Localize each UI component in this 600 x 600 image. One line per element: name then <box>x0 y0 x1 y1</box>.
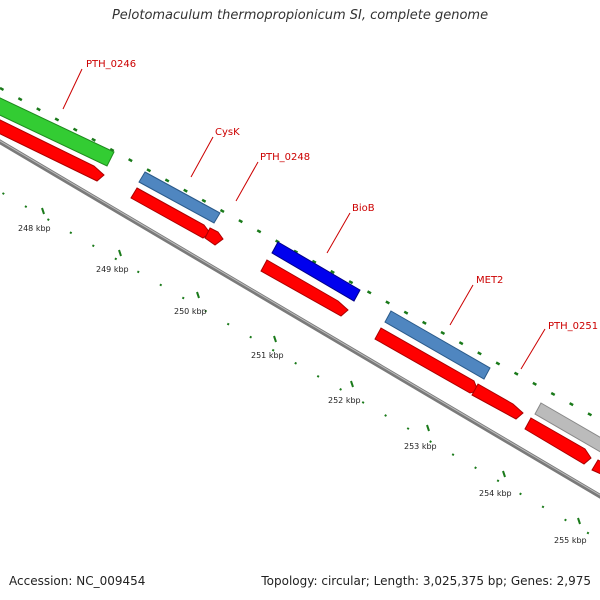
gene-red-pth-0248[interactable] <box>204 227 224 246</box>
gene-label-biob[interactable]: BioB <box>352 203 375 214</box>
leader-pth-0251 <box>520 328 546 370</box>
outer-tick-ring <box>0 86 600 422</box>
kbp-label: 255 kbp <box>554 536 587 545</box>
kbp-tick <box>273 335 277 343</box>
backbone-line <box>0 139 600 499</box>
gene-label-pth-0251[interactable]: PTH_0251 <box>548 321 598 332</box>
kbp-label: 251 kbp <box>251 351 284 360</box>
gene-red-edge[interactable] <box>591 459 600 478</box>
kbp-tick <box>196 291 200 299</box>
gene-label-met2[interactable]: MET2 <box>476 275 503 286</box>
kbp-tick <box>426 424 430 432</box>
scale-dots <box>0 190 600 541</box>
outer-dots <box>0 86 600 422</box>
gene-steelblue-met2[interactable] <box>384 310 491 380</box>
genome-summary-text: Topology: circular; Length: 3,025,375 bp… <box>261 574 591 588</box>
backbone-highlight <box>0 140 600 496</box>
gene-red-pth-0246[interactable] <box>0 117 105 182</box>
kbp-label: 248 kbp <box>18 224 51 233</box>
kbp-tick <box>350 380 354 388</box>
kbp-tick <box>577 517 581 525</box>
leader-pth-0246 <box>62 68 83 110</box>
kbp-tick <box>118 249 122 257</box>
kbp-tick <box>502 470 506 478</box>
label-leaders <box>62 68 546 370</box>
gene-gray[interactable] <box>534 402 600 454</box>
accession-text: Accession: NC_009454 <box>9 574 146 588</box>
gene-steelblue-cysk[interactable] <box>138 171 221 224</box>
kbp-tick-marks <box>41 207 581 525</box>
gene-green-pth-0246[interactable] <box>0 96 115 167</box>
kbp-label: 250 kbp <box>174 307 207 316</box>
gene-blue-biob[interactable] <box>271 241 361 302</box>
scale-ring: 248 kbp 249 kbp 250 kbp 251 kbp 252 kbp … <box>0 190 600 545</box>
leader-pth-0248 <box>235 161 259 202</box>
gene-red-next[interactable] <box>524 417 592 465</box>
gene-labels: PTH_0246 CysK PTH_0248 BioB MET2 PTH_025… <box>86 59 598 332</box>
kbp-label: 254 kbp <box>479 489 512 498</box>
kbp-label: 252 kbp <box>328 396 361 405</box>
gene-label-pth-0248[interactable]: PTH_0248 <box>260 152 310 163</box>
gene-label-pth-0246[interactable]: PTH_0246 <box>86 59 136 70</box>
genome-backbone <box>0 139 600 499</box>
leader-met2 <box>449 284 474 326</box>
gene-label-cysk[interactable]: CysK <box>215 127 240 138</box>
map-title: Pelotomaculum thermopropionicum SI, comp… <box>111 8 489 23</box>
leader-cysk <box>190 136 214 178</box>
leader-biob <box>326 212 351 254</box>
gene-red-biob[interactable] <box>260 259 349 317</box>
gene-red-pth-0251[interactable] <box>471 383 524 420</box>
kbp-label: 249 kbp <box>96 265 129 274</box>
kbp-label: 253 kbp <box>404 442 437 451</box>
gene-features <box>0 96 600 478</box>
kbp-tick <box>41 207 45 215</box>
